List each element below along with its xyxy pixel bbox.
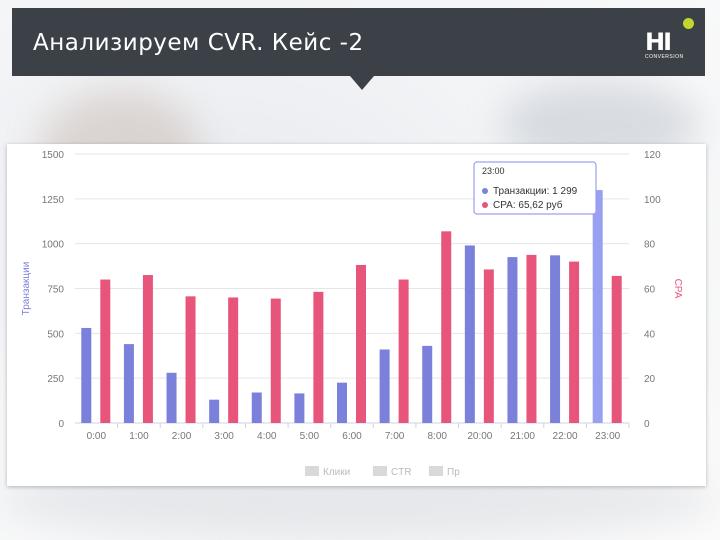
transactions-bar (294, 393, 305, 423)
x-tick-label: 20:00 (467, 431, 492, 442)
tooltip-cpa-text: CPA: 65,62 руб (493, 199, 563, 211)
slide-title: Анализируем CVR. Кейс -2 (33, 30, 364, 56)
right-axis-title: CPA (672, 279, 683, 299)
tooltip-box (473, 161, 597, 215)
right-tick-label: 20 (644, 374, 656, 385)
hi-conversion-logo: HI CONVERSION (645, 18, 695, 62)
cpa-bar (441, 231, 452, 423)
tooltip-transactions-text: Транзакции: 1 299 (493, 186, 578, 197)
cpa-bar (228, 297, 239, 423)
right-tick-label: 120 (644, 150, 661, 161)
x-tick-label: 2:00 (172, 431, 192, 442)
x-tick-label: 22:00 (553, 431, 578, 442)
right-tick-label: 0 (644, 419, 650, 430)
transactions-bar (209, 399, 220, 423)
legend-label: Клики (323, 467, 350, 478)
left-tick-label: 0 (58, 419, 64, 430)
left-tick-label: 500 (47, 329, 64, 340)
x-tick-label: 1:00 (129, 431, 149, 442)
cpa-bar (483, 269, 494, 423)
transactions-bar (422, 345, 433, 423)
tooltip-time: 23:00 (482, 166, 505, 176)
cpa-bar (270, 298, 281, 423)
right-tick-label: 40 (644, 329, 656, 340)
left-tick-label: 750 (47, 285, 64, 296)
x-tick-label: 0:00 (87, 431, 107, 442)
left-tick-label: 250 (47, 374, 64, 385)
legend-label: Пр (447, 467, 460, 478)
transactions-bar (251, 392, 262, 423)
left-tick-label: 1500 (42, 150, 65, 161)
right-tick-label: 100 (644, 195, 661, 206)
x-tick-label: 21:00 (510, 431, 535, 442)
right-tick-label: 60 (644, 285, 656, 296)
cpa-bar (185, 296, 196, 423)
cpa-bar (569, 261, 580, 423)
x-tick-label: 4:00 (257, 431, 277, 442)
transactions-bar (592, 190, 603, 423)
x-tick-label: 3:00 (214, 431, 234, 442)
logo-subtext: CONVERSION (645, 54, 684, 60)
left-axis-title: Транзакции (21, 262, 32, 316)
x-tick-label: 7:00 (385, 431, 405, 442)
slide-header: Анализируем CVR. Кейс -2 (12, 8, 705, 76)
cpa-bar (356, 264, 366, 423)
transactions-bar (507, 257, 518, 423)
x-tick-label: 8:00 (427, 431, 447, 442)
left-tick-label: 1000 (42, 240, 65, 251)
transactions-bar (123, 344, 134, 423)
transactions-bar (379, 349, 390, 423)
transactions-bar (166, 372, 177, 423)
cpa-bar (611, 275, 622, 423)
tooltip-transactions-marker (482, 188, 488, 194)
cpa-bar (398, 279, 409, 423)
logo-dot (683, 18, 694, 29)
transactions-bar (550, 255, 561, 423)
x-tick-label: 5:00 (300, 431, 320, 442)
header-pointer (350, 76, 374, 90)
legend-swatch (373, 466, 387, 476)
cpa-bar (142, 275, 153, 423)
x-tick-label: 23:00 (595, 431, 620, 442)
left-tick-label: 1250 (42, 195, 65, 206)
cpa-bar (313, 291, 324, 423)
transactions-bar (464, 245, 475, 423)
legend-swatch (429, 466, 443, 476)
cpa-bar (526, 254, 537, 423)
chart-container: 0 250 500 750 1000 1250 1500 0 20 40 60 80 100 120 Тра… (7, 144, 706, 486)
legend-swatch (305, 466, 319, 476)
cpa-bar (100, 279, 111, 423)
logo-text: HI (645, 28, 672, 56)
transactions-bar (337, 382, 347, 423)
x-tick-label: 6:00 (342, 431, 362, 442)
tooltip-cpa-marker (482, 202, 488, 208)
right-tick-label: 80 (644, 240, 656, 251)
transactions-bar (81, 327, 92, 423)
bar-chart: 0 250 500 750 1000 1250 1500 0 20 40 60 80 100 120 Тра… (21, 150, 683, 478)
legend-label: CTR (391, 467, 412, 478)
